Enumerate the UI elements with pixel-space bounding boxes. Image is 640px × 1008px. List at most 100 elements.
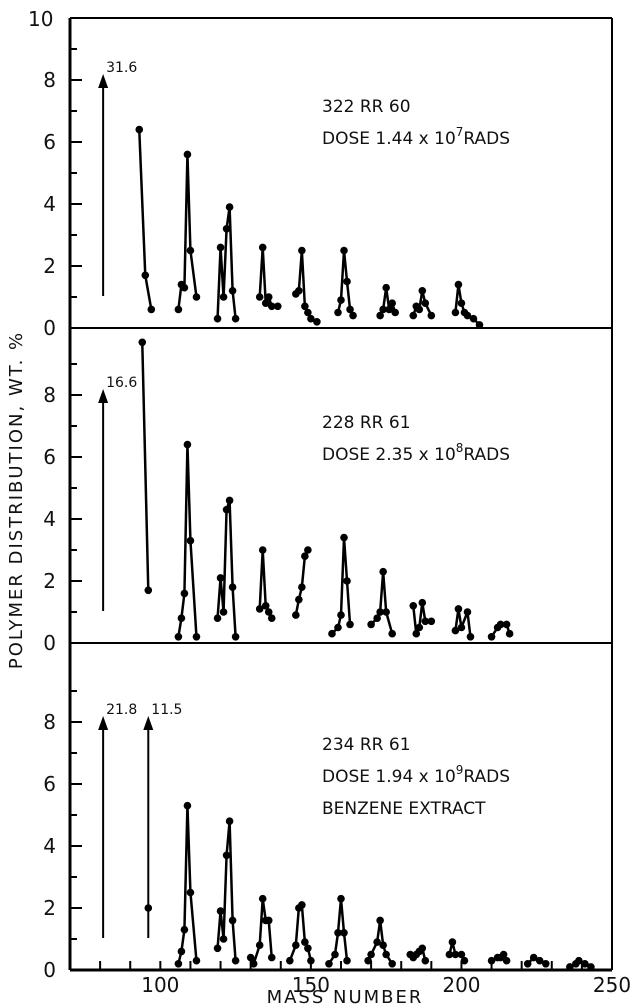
- data-point: [216, 907, 225, 915]
- data-point: [487, 956, 496, 965]
- data-point: [231, 314, 240, 323]
- data-point: [469, 314, 478, 323]
- data-point: [409, 602, 418, 610]
- data-point: [313, 318, 321, 326]
- data-point: [451, 626, 460, 635]
- data-point: [222, 225, 231, 233]
- data-point: [535, 956, 544, 965]
- data-point: [340, 533, 348, 542]
- data-point: [418, 944, 427, 953]
- data-point: [418, 287, 427, 295]
- data-point: [304, 546, 312, 554]
- data-point: [415, 305, 424, 314]
- data-point: [496, 620, 505, 629]
- data-point: [192, 293, 201, 301]
- data-point: [325, 960, 333, 968]
- data-point: [213, 944, 222, 953]
- data-point: [421, 956, 430, 965]
- data-point: [346, 305, 354, 314]
- data-point: [523, 960, 532, 968]
- panel-2: 0 2 4 6 8 16.6 228 RR 61 DOSE 2.35 x 108RADS: [43, 338, 612, 655]
- data-point: [367, 950, 375, 959]
- x-axis-title: MASS NUMBER: [267, 987, 424, 1008]
- data-point: [192, 956, 201, 965]
- data-point: [292, 941, 300, 949]
- data-point: [141, 271, 150, 280]
- data-point: [385, 305, 393, 314]
- data-point: [334, 929, 342, 937]
- data-point: [222, 851, 231, 860]
- data-point: [457, 623, 466, 632]
- data-point: [331, 950, 339, 959]
- offscale-arrow-head: [98, 716, 109, 730]
- data-point: [228, 583, 237, 591]
- data-point: [192, 633, 201, 641]
- data-point: [174, 305, 183, 314]
- data-point: [412, 629, 421, 638]
- data-point: [337, 894, 345, 903]
- data-point: [388, 299, 396, 308]
- data-point: [334, 308, 342, 317]
- panel-title: 234 RR 61: [322, 735, 411, 755]
- data-point: [301, 302, 309, 311]
- data-point: [180, 925, 189, 934]
- offscale-arrow-head: [98, 389, 109, 403]
- y-tick-label: 4: [43, 192, 56, 216]
- panel-title: 322 RR 60: [322, 97, 411, 117]
- data-point: [304, 944, 312, 953]
- x-tick-label: 200: [442, 973, 480, 997]
- y-axis-title: POLYMER DISTRIBUTION, WT. %: [6, 331, 27, 669]
- data-point: [264, 608, 273, 616]
- data-point: [301, 938, 309, 946]
- data-point: [264, 293, 273, 301]
- data-point: [261, 602, 270, 610]
- data-point: [304, 308, 312, 317]
- data-point: [301, 552, 309, 560]
- data-point: [216, 243, 225, 252]
- data-point: [183, 150, 192, 159]
- data-point: [451, 950, 460, 959]
- data-point: [267, 302, 276, 311]
- y-tick-label: 6: [43, 130, 56, 154]
- data-point: [575, 956, 583, 965]
- y-tick-label: 8: [43, 383, 56, 407]
- data-point: [337, 611, 345, 619]
- data-point: [460, 956, 469, 965]
- data-point: [180, 283, 189, 292]
- y-tick-label: 0: [43, 316, 56, 340]
- data-point: [255, 293, 264, 301]
- data-point: [228, 287, 237, 295]
- data-point: [502, 620, 511, 629]
- data-point: [177, 947, 186, 956]
- series-line: [331, 536, 352, 635]
- data-point: [445, 950, 454, 959]
- data-point: [298, 583, 306, 591]
- data-point: [415, 623, 424, 632]
- data-point: [499, 950, 508, 959]
- data-point: [367, 620, 375, 629]
- data-point: [216, 574, 225, 582]
- data-point: [409, 311, 418, 320]
- panel-3: 0 2 4 6 8 21.8 11.5 234 RR 61 DOSE 1.94 x 109RAD…: [43, 690, 595, 982]
- data-point: [343, 956, 351, 965]
- y-tick-label: 0: [43, 631, 56, 655]
- data-point: [180, 589, 189, 598]
- data-point: [292, 611, 300, 619]
- data-point: [463, 311, 472, 320]
- series-line: [249, 897, 273, 966]
- data-point: [334, 623, 342, 632]
- data-point: [388, 629, 396, 638]
- data-point: [382, 950, 390, 959]
- data-point: [541, 960, 550, 968]
- data-point: [376, 608, 384, 616]
- data-point: [376, 311, 384, 320]
- data-point: [566, 963, 574, 971]
- data-point: [246, 953, 255, 962]
- data-point: [264, 916, 273, 925]
- y-tick-label: 6: [43, 772, 56, 796]
- offscale-value-label: 16.6: [106, 375, 137, 391]
- data-point: [349, 311, 357, 320]
- data-point: [258, 243, 267, 252]
- data-point: [255, 605, 264, 613]
